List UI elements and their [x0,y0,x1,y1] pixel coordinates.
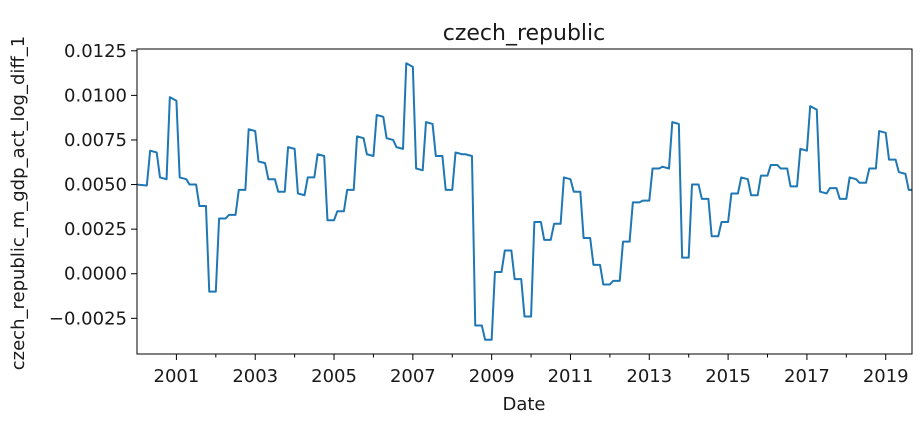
y-tick-label: 0.0025 [64,219,127,240]
x-tick-label: 2005 [311,366,357,387]
y-axis-label: czech_republic_m_gdp_act_log_diff_1 [8,36,29,370]
x-tick-label: 2011 [548,366,594,387]
y-tick-label: 0.0100 [64,85,127,106]
x-tick-label: 2007 [390,366,436,387]
x-tick-label: 2017 [784,366,830,387]
x-tick-label: 2003 [232,366,278,387]
plot-frame [136,48,913,355]
x-tick-label: 2019 [863,366,909,387]
y-tick-label: 0.0125 [64,41,127,62]
plot-area [136,48,913,355]
y-tick-label: 0.0075 [64,130,127,151]
x-axis: 2001 2003 2005 2007 2009 2011 2013 2015 2017 2019 [154,354,909,387]
y-tick-label: 0.0050 [64,175,127,196]
chart-title: czech_republic [443,21,606,46]
x-tick-label: 2015 [705,366,751,387]
y-axis: −0.0025 0.0000 0.0025 0.0050 0.0075 0.0100 0.0… [49,41,137,329]
y-tick-label: 0.0000 [64,264,127,285]
x-axis-label: Date [502,394,545,415]
series-line-0 [136,62,912,341]
y-tick-label: −0.0025 [49,308,127,329]
x-tick-label: 2013 [626,366,672,387]
x-tick-label: 2001 [154,366,200,387]
x-tick-label: 2009 [469,366,515,387]
